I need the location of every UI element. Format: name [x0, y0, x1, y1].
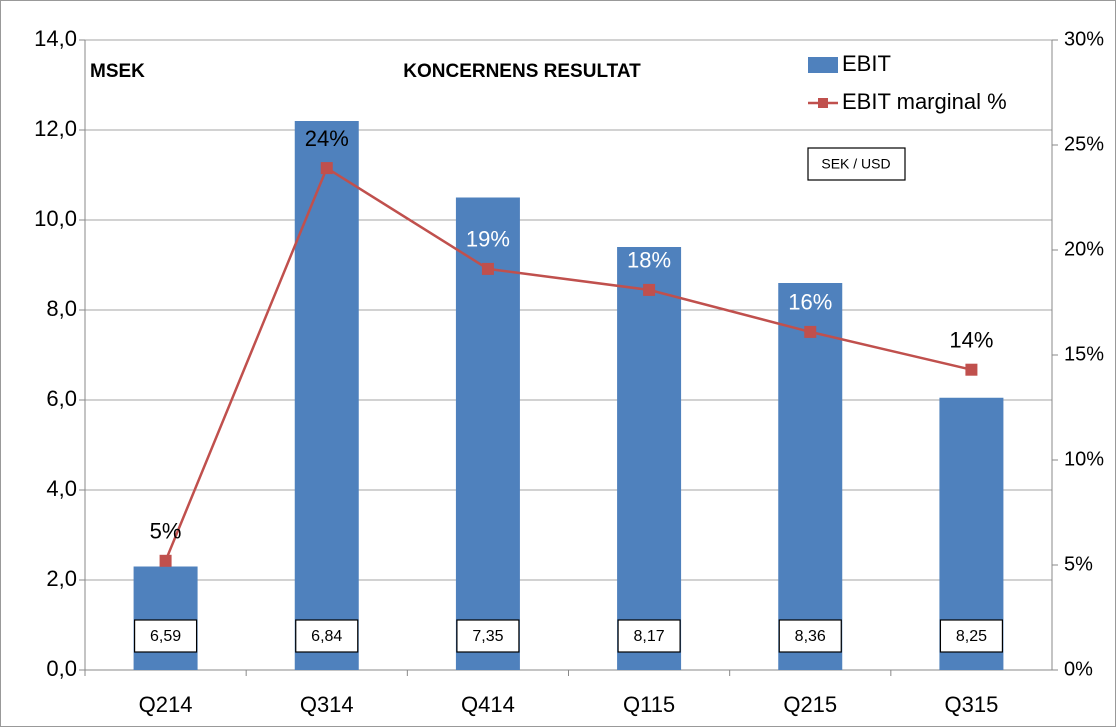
fx-rate: 6,84 [311, 628, 342, 645]
x-tick-label: Q115 [623, 692, 675, 717]
data-label: 24% [305, 126, 349, 151]
bar [778, 283, 843, 670]
y-tick-label: 10,0 [34, 206, 77, 231]
legend-label: EBIT marginal % [842, 89, 1007, 114]
fx-box [939, 619, 1004, 653]
data-label: 5% [150, 519, 182, 544]
y2-tick-label: 20% [1064, 238, 1104, 260]
y2-tick-label: 25% [1064, 133, 1104, 155]
legend-swatch [818, 98, 828, 108]
line-marker [804, 325, 817, 338]
y-tick-label: 8,0 [46, 296, 77, 321]
fx-legend-label: SEK / USD [821, 156, 890, 172]
chart-title: KONCERNENS RESULTAT [403, 61, 641, 82]
fx-rate: 7,35 [472, 628, 503, 645]
legend-swatch [808, 57, 838, 73]
line-marker [643, 283, 656, 296]
line [164, 166, 972, 562]
fx-box [295, 619, 359, 653]
line-marker [965, 363, 978, 376]
data-label: 18% [627, 248, 671, 273]
y2-tick-label: 0% [1064, 658, 1093, 680]
x-tick-label: Q414 [461, 692, 515, 717]
y2-tick-label: 10% [1064, 448, 1104, 470]
fx-rate: 8,17 [634, 628, 665, 645]
line-marker [159, 554, 172, 567]
fx-rate: 8,25 [956, 628, 987, 645]
bar [455, 197, 520, 670]
fx-box [456, 619, 520, 653]
data-label: 14% [949, 328, 993, 353]
bar [617, 247, 682, 670]
y-tick-label: 2,0 [46, 566, 77, 591]
legend-label: EBIT [842, 51, 891, 76]
x-tick-label: Q215 [783, 692, 837, 717]
fx-box [617, 619, 681, 653]
x-tick-label: Q314 [300, 692, 354, 717]
y-tick-label: 4,0 [46, 476, 77, 501]
fx-box [778, 619, 842, 653]
y-tick-label: 6,0 [46, 386, 77, 411]
data-label: 16% [788, 290, 832, 315]
fx-rate: 8,36 [795, 628, 826, 645]
y2-tick-label: 30% [1064, 28, 1104, 50]
y2-tick-label: 15% [1064, 343, 1104, 365]
data-label: 19% [466, 227, 510, 252]
fx-rate: 6,59 [150, 628, 181, 645]
y2-tick-label: 5% [1064, 553, 1093, 575]
y-axis-label: MSEK [90, 61, 145, 82]
y-tick-label: 14,0 [34, 26, 77, 51]
fx-box [133, 619, 198, 653]
x-tick-label: Q214 [139, 692, 193, 717]
line-marker [481, 262, 494, 275]
y-tick-label: 0,0 [46, 656, 77, 681]
line-marker [320, 162, 333, 175]
bar [294, 121, 359, 670]
x-tick-label: Q315 [945, 692, 999, 717]
bar [133, 566, 198, 670]
fx-legend-box [807, 147, 906, 181]
y-tick-label: 12,0 [34, 116, 77, 141]
